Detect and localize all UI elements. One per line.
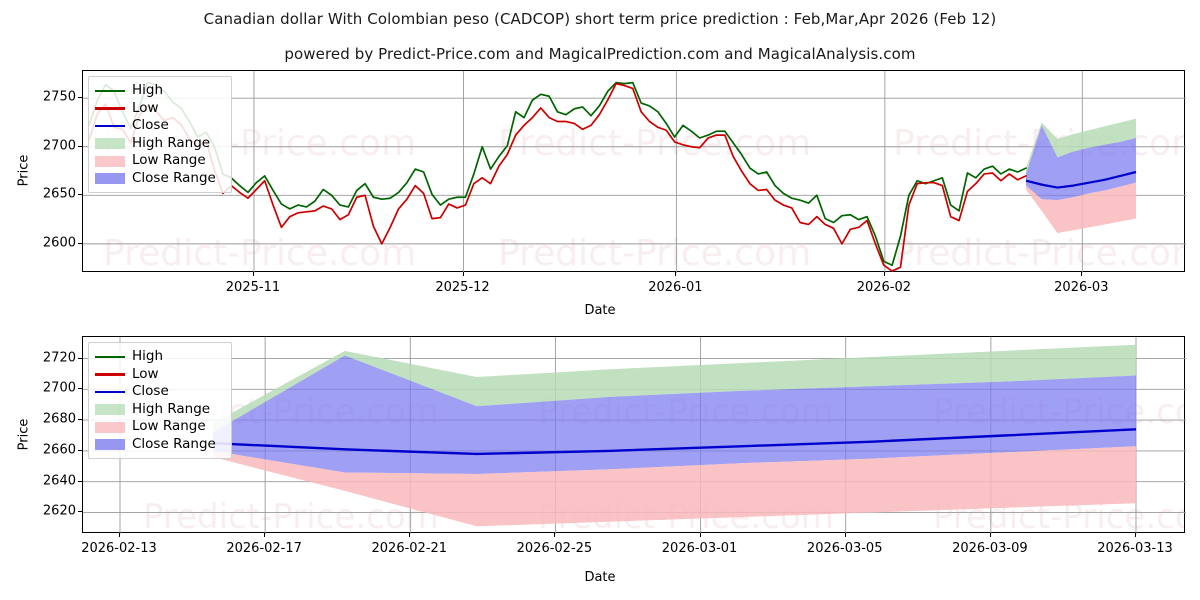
legend-swatch-icon <box>95 155 125 167</box>
top-chart-y-tickmark <box>78 97 82 99</box>
bottom-chart-x-tick: 2026-03-01 <box>661 541 738 556</box>
top-chart-y-tick: 2700 <box>42 138 76 154</box>
bottom-chart-x-tick: 2026-03-05 <box>806 541 883 556</box>
legend-item-label: Low Range <box>132 418 206 434</box>
top-chart-x-tick: 2025-12 <box>435 280 490 295</box>
bottom-chart-y-tick: 2680 <box>42 411 76 427</box>
bottom-chart-x-tickmark <box>989 533 991 537</box>
legend-item-close-range[interactable]: Close Range <box>95 170 223 188</box>
top-chart-x-tickmark <box>883 272 885 276</box>
legend-swatch-icon <box>95 403 125 416</box>
top-chart-x-tick: 2026-02 <box>856 280 912 295</box>
bottom-chart-x-tick: 2026-02-13 <box>81 541 157 556</box>
top-chart-x-tickmark <box>252 272 254 276</box>
bottom-chart-y-tickmark <box>78 480 82 482</box>
bottom-chart-plot-area: Predict-Price.comPredict-Price.comPredic… <box>82 336 1186 534</box>
legend-swatch-icon <box>95 137 125 150</box>
bottom-chart-y-tick: 2720 <box>42 350 76 366</box>
bottom-chart-x-tick: 2026-03-09 <box>952 541 1028 556</box>
bottom-chart-y-tick: 2640 <box>42 473 76 489</box>
legend-swatch-icon <box>95 102 125 114</box>
bottom-chart-y-tick: 2620 <box>42 503 76 519</box>
legend-item-low-range[interactable]: Low Range <box>95 152 223 170</box>
top-chart-x-tick: 2025-11 <box>225 280 281 295</box>
top-chart-plot-area: Predict-Price.com Predict-Price.com Predic… <box>82 70 1186 273</box>
top-chart-x-tickmark <box>1081 272 1083 276</box>
legend-item-close-range[interactable]: Close Range <box>95 436 223 454</box>
legend-item-label: Low Range <box>132 152 206 168</box>
bottom-chart-y-tickmark <box>78 511 82 513</box>
top-chart-x-tick: 2026-03 <box>1054 280 1109 295</box>
legend-item-high-range[interactable]: High Range <box>95 135 223 153</box>
bottom-chart-y-tick: 2700 <box>42 380 76 396</box>
bottom-chart-x-tickmark <box>554 533 556 537</box>
legend-item-low-range[interactable]: Low Range <box>95 418 223 436</box>
legend-swatch-icon <box>95 85 125 97</box>
bottom-chart-x-axis-label: Date <box>584 570 616 585</box>
top-chart-legend: High Low Close High Range Low Range Close Ran… <box>88 76 232 193</box>
bottom-chart-x-tickmark <box>409 533 411 537</box>
page-title: Canadian dollar With Colombian peso (CAD… <box>203 10 997 28</box>
legend-item-low[interactable]: Low <box>95 366 223 384</box>
bottom-chart-x-tick: 2026-02-25 <box>516 541 593 556</box>
bottom-chart-x-tickmark <box>1135 533 1136 537</box>
top-chart-x-tickmark <box>675 272 677 276</box>
legend-item-close[interactable]: Close <box>95 383 223 401</box>
legend-item-high[interactable]: High <box>95 82 223 100</box>
legend-swatch-icon <box>95 120 125 132</box>
legend-swatch-icon <box>95 368 125 380</box>
legend-item-label: Close Range <box>132 169 216 186</box>
bottom-chart-x-tick: 2026-03-13 <box>1097 541 1173 556</box>
top-chart-canvas <box>83 71 1186 273</box>
legend-swatch-icon <box>95 386 125 398</box>
bottom-chart-x-tick: 2026-02-17 <box>226 541 302 556</box>
legend-item-label: Close <box>132 117 169 133</box>
top-chart-y-tick: 2650 <box>42 186 76 202</box>
legend-item-close[interactable]: Close <box>95 117 223 135</box>
legend-item-label: Low <box>132 99 159 116</box>
legend-swatch-icon <box>95 438 125 451</box>
bottom-chart-canvas <box>83 337 1186 534</box>
top-chart-y-tickmark <box>78 242 82 244</box>
top-chart-x-tickmark <box>462 272 464 276</box>
legend-item-label: High Range <box>132 400 211 417</box>
legend-swatch-icon <box>95 421 125 433</box>
legend-swatch-icon <box>95 172 125 185</box>
top-chart-y-tickmark <box>78 145 82 147</box>
bottom-chart-x-tickmark <box>699 533 701 537</box>
bottom-chart-x-tickmark <box>264 533 266 537</box>
legend-item-label: Close <box>132 383 169 399</box>
bottom-chart-x-tickmark <box>119 533 120 537</box>
legend-item-label: High <box>132 82 164 98</box>
top-chart-y-tick: 2750 <box>42 89 76 105</box>
top-chart-y-tick: 2600 <box>42 235 76 251</box>
legend-item-high[interactable]: High <box>95 348 223 366</box>
bottom-chart-y-tickmark <box>78 388 82 390</box>
bottom-chart-x-tick: 2026-02-21 <box>371 541 448 556</box>
bottom-chart-y-tick: 2660 <box>42 442 76 458</box>
bottom-chart-x-tickmark <box>844 533 846 537</box>
bottom-chart-y-tickmark <box>78 449 82 451</box>
legend-item-label: Close Range <box>132 435 216 452</box>
page-subtitle: powered by Predict-Price.com and Magical… <box>284 45 916 63</box>
legend-item-label: Low <box>132 365 159 382</box>
legend-swatch-icon <box>95 351 125 363</box>
legend-item-label: High Range <box>132 134 211 151</box>
bottom-chart-legend: High Low Close High Range Low Range Close Ran… <box>88 342 232 459</box>
bottom-chart-y-tickmark <box>78 357 82 359</box>
legend-item-high-range[interactable]: High Range <box>95 401 223 419</box>
legend-item-label: High <box>132 348 164 364</box>
top-chart-x-axis-label: Date <box>584 303 616 318</box>
legend-item-low[interactable]: Low <box>95 100 223 118</box>
bottom-chart-y-tickmark <box>78 419 82 421</box>
top-chart-y-tickmark <box>78 194 82 196</box>
top-chart-x-tick: 2026-01 <box>648 280 703 295</box>
